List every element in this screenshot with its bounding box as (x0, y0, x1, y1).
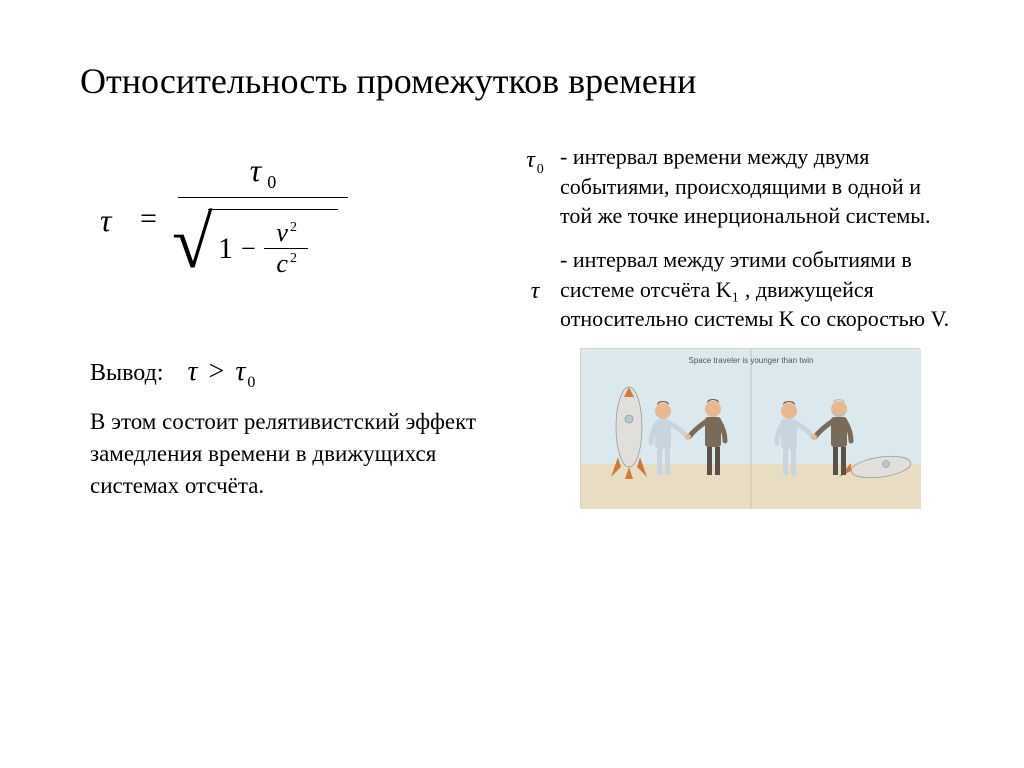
numerator: τ0 (178, 152, 348, 195)
tau0-sym: τ (526, 147, 535, 173)
tau0-sub: 0 (537, 162, 544, 177)
definition-tau: τ - интервал между этими событиями в сис… (520, 245, 954, 334)
c-squared: c2 (272, 251, 299, 277)
ineq-op: > (209, 356, 225, 387)
illustration-svg: Space traveler is younger than twin (581, 349, 921, 509)
ineq-left: τ (188, 356, 198, 387)
denominator: √ 1 − v2 c2 (178, 202, 348, 292)
c-sup: 2 (290, 251, 297, 266)
tau0-definition: - интервал времени между двумя событиями… (554, 142, 954, 231)
numerator-tau: τ (250, 152, 261, 188)
tau-definition: - интервал между этими событиями в систе… (554, 245, 954, 334)
v-sym: v (276, 218, 288, 247)
v-squared: v2 (272, 220, 299, 246)
left-column: τ = τ0 √ 1 − (90, 142, 490, 508)
tau0-text: интервал времени между двумя событиями, … (560, 144, 931, 228)
conclusion-text: В этом состоит релятивистский эффект зам… (90, 406, 490, 503)
content-columns: τ = τ0 √ 1 − (90, 142, 954, 508)
conclusion-label: Вывод: (90, 360, 164, 386)
vinculum (208, 209, 338, 210)
tau-sym: τ (531, 278, 540, 304)
main-fraction: τ0 √ 1 − v2 (178, 152, 348, 292)
illustration-caption: Space traveler is younger than twin (689, 356, 814, 365)
ineq-right-sub: 0 (247, 374, 255, 391)
definition-tau0: τ0 - интервал времени между двумя событи… (520, 142, 954, 231)
dash1: - (560, 144, 567, 169)
slide: Относительность промежутков времени τ = … (0, 0, 1024, 548)
radical-sign: √ (172, 206, 213, 280)
fraction-bar (178, 197, 348, 198)
equals-sign: = (140, 202, 157, 236)
time-dilation-formula: τ = τ0 √ 1 − (90, 152, 490, 322)
tau-text: интервал между этими событиями в системе… (560, 247, 949, 331)
one: 1 (218, 232, 233, 266)
right-column: τ0 - интервал времени между двумя событи… (520, 142, 954, 508)
v2-over-c2: v2 c2 (264, 220, 308, 277)
page-title: Относительность промежутков времени (80, 60, 954, 102)
ineq-right: τ (235, 356, 245, 387)
formula-lhs: τ (100, 202, 111, 239)
tau0-symbol: τ0 (520, 144, 550, 233)
numerator-sub: 0 (267, 172, 276, 192)
tau-symbol: τ (520, 247, 550, 336)
c-sym: c (276, 249, 288, 278)
conclusion-line: Вывод: τ > τ0 (90, 356, 490, 392)
minus: − (241, 234, 256, 264)
v-sup: 2 (290, 220, 297, 235)
radicand: 1 − v2 c2 (218, 220, 308, 277)
dash2: - (560, 247, 567, 272)
twin-paradox-illustration: Space traveler is younger than twin (580, 348, 920, 508)
inequality: τ > τ0 (188, 356, 256, 387)
